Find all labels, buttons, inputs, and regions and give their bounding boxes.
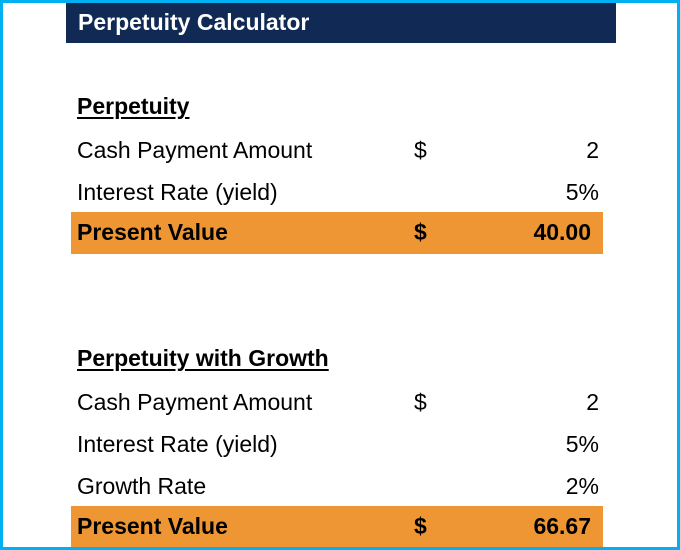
cash-payment-label: Cash Payment Amount [77, 137, 313, 163]
perpetuity-cash-payment-row: Cash Payment Amount $ 2 [71, 130, 603, 172]
currency-symbol: $ [414, 513, 427, 539]
currency-symbol: $ [414, 389, 427, 415]
page-title: Perpetuity Calculator [66, 3, 616, 43]
cash-payment-value[interactable]: 2 [586, 389, 599, 415]
cash-payment-label: Cash Payment Amount [77, 389, 313, 415]
interest-rate-value[interactable]: 5% [565, 431, 599, 457]
growth-rate-label: Growth Rate [77, 473, 207, 499]
interest-rate-label: Interest Rate (yield) [77, 179, 278, 205]
present-value-result: 66.67 [533, 513, 591, 539]
currency-symbol: $ [414, 219, 427, 245]
cash-payment-value[interactable]: 2 [586, 137, 599, 163]
present-value-label: Present Value [77, 513, 228, 539]
perpetuity-growth-heading: Perpetuity with Growth [77, 345, 329, 371]
growth-interest-rate-row: Interest Rate (yield) 5% [71, 424, 603, 466]
interest-rate-value[interactable]: 5% [565, 179, 599, 205]
present-value-label: Present Value [77, 219, 228, 245]
growth-rate-row: Growth Rate 2% [71, 466, 603, 508]
perpetuity-present-value-row: Present Value $ 40.00 [71, 212, 603, 254]
currency-symbol: $ [414, 137, 427, 163]
interest-rate-label: Interest Rate (yield) [77, 431, 278, 457]
perpetuity-heading: Perpetuity [77, 93, 190, 119]
growth-present-value-row: Present Value $ 66.67 [71, 506, 603, 547]
present-value-result: 40.00 [533, 219, 591, 245]
growth-rate-value[interactable]: 2% [565, 473, 599, 499]
growth-cash-payment-row: Cash Payment Amount $ 2 [71, 382, 603, 424]
perpetuity-interest-rate-row: Interest Rate (yield) 5% [71, 172, 603, 214]
